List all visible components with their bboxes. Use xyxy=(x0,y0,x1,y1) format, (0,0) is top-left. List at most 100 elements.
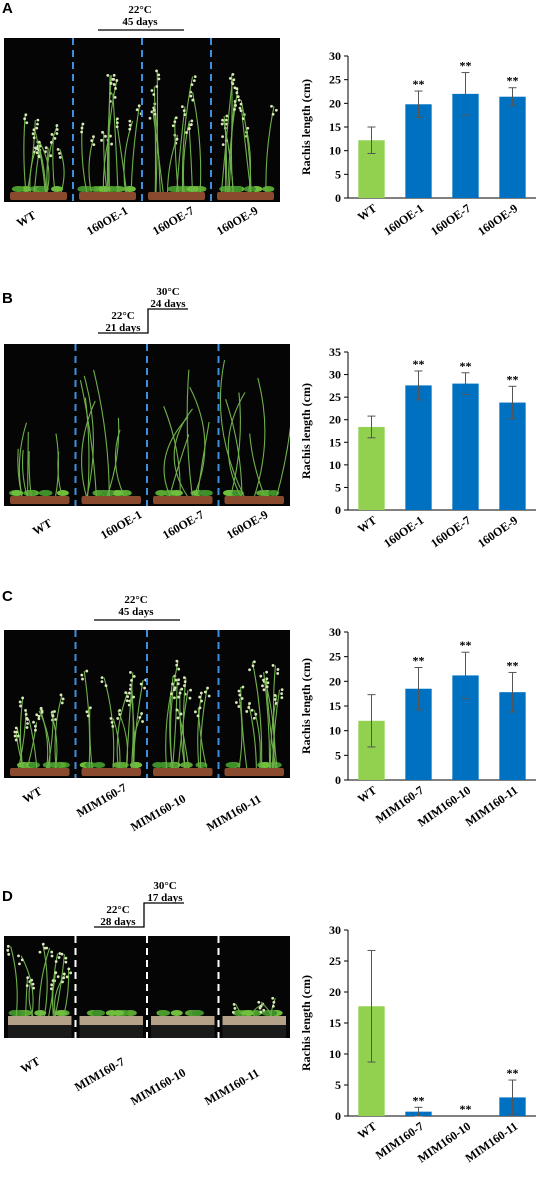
condition-duration: 45 days xyxy=(122,16,158,28)
photo-label: MIM160-7 xyxy=(74,780,129,821)
plant-group xyxy=(79,1010,143,1038)
panel-letter-d: D xyxy=(2,888,13,905)
condition-duration: 21 days xyxy=(105,322,141,334)
x-tick-label: 160OE-7 xyxy=(428,513,473,550)
error-bar xyxy=(461,651,470,700)
photo-label: 160OE-9 xyxy=(224,507,271,543)
significance-label: ** xyxy=(507,372,519,386)
chart-svg: Rachis length (cm) 0 5 10 15 20 25 30 WT ** 160OE-… xyxy=(299,49,536,238)
error-bar xyxy=(367,949,376,1063)
error-bar xyxy=(367,126,376,155)
significance-label: ** xyxy=(507,1066,519,1080)
y-tick-label: 15 xyxy=(329,435,341,449)
y-tick-label: 35 xyxy=(329,345,341,359)
x-tick-label: 160OE-1 xyxy=(381,201,426,238)
condition-temp: 22°C xyxy=(111,310,135,322)
chart-svg: Rachis length (cm) 0 5 10 15 20 25 30 WT ** MIM160… xyxy=(299,923,536,1166)
y-tick-label: 25 xyxy=(329,390,341,404)
y-axis-label: Rachis length (cm) xyxy=(299,79,313,175)
photo-label: MIM160-10 xyxy=(128,791,189,835)
photo-label: MIM160-11 xyxy=(202,1065,262,1109)
bar-chart-a: Rachis length (cm) 0 5 10 15 20 25 30 WT ** 160OE-… xyxy=(296,44,546,254)
error-bar xyxy=(508,385,517,420)
chart-svg: Rachis length (cm) 0 5 10 15 20 25 30 WT ** MIM160… xyxy=(299,625,536,830)
photo-drawing xyxy=(6,936,286,1038)
plant-group xyxy=(8,422,70,504)
condition-temp: 30°C xyxy=(153,880,177,892)
error-bar xyxy=(367,694,376,748)
y-tick-label: 25 xyxy=(329,954,341,968)
error-bar xyxy=(414,370,423,401)
significance-label: ** xyxy=(507,658,519,672)
y-tick-label: 5 xyxy=(335,480,341,494)
y-tick-label: 0 xyxy=(335,1109,341,1123)
condition-temp: 22°C xyxy=(128,4,152,16)
significance-label: ** xyxy=(460,59,472,73)
y-tick-label: 10 xyxy=(329,1047,341,1061)
condition-duration: 24 days xyxy=(150,298,186,310)
bar xyxy=(452,383,479,510)
significance-label: ** xyxy=(413,77,425,91)
error-bar xyxy=(508,87,517,107)
photo-drawing xyxy=(8,344,290,506)
plant-group xyxy=(10,113,67,200)
plant-group xyxy=(79,669,148,776)
condition-label-d-stage1: 22°C 28 days xyxy=(92,904,144,928)
y-tick-label: 5 xyxy=(335,167,341,181)
photo-label: 160OE-1 xyxy=(84,203,131,239)
error-bar xyxy=(508,1079,517,1116)
photo-label: 160OE-7 xyxy=(150,203,197,239)
condition-line-c xyxy=(94,619,180,621)
plant-group xyxy=(219,359,290,504)
y-axis-label: Rachis length (cm) xyxy=(299,658,313,754)
significance-label: ** xyxy=(413,1093,425,1107)
x-tick-label: 160OE-9 xyxy=(475,201,520,238)
photo-label: WT xyxy=(30,515,55,539)
plant-group xyxy=(6,942,73,1038)
condition-step-line-b xyxy=(98,308,188,334)
bar xyxy=(499,402,526,510)
y-tick-label: 0 xyxy=(335,773,341,787)
y-tick-label: 30 xyxy=(329,368,341,382)
photo-drawing xyxy=(10,630,284,778)
significance-label: ** xyxy=(460,359,472,373)
condition-temp: 30°C xyxy=(156,286,180,298)
y-tick-label: 5 xyxy=(335,1078,341,1092)
condition-line-a xyxy=(98,29,184,31)
error-bar xyxy=(461,372,470,395)
plant-group xyxy=(153,369,213,504)
significance-label: ** xyxy=(413,357,425,371)
condition-label-b-stage2: 30°C 24 days xyxy=(144,286,192,310)
plant-group xyxy=(10,693,70,776)
y-tick-label: 20 xyxy=(329,674,341,688)
y-tick-label: 10 xyxy=(329,724,341,738)
panel-letter-b: B xyxy=(2,290,13,307)
condition-duration: 17 days xyxy=(147,892,183,904)
bar-chart-c: Rachis length (cm) 0 5 10 15 20 25 30 WT ** MIM160… xyxy=(296,620,546,860)
y-tick-label: 0 xyxy=(335,191,341,205)
y-tick-label: 30 xyxy=(329,923,341,937)
panel-letter-a: A xyxy=(2,0,13,17)
plant-group xyxy=(151,1010,215,1038)
photo-label: 160OE-9 xyxy=(214,203,261,239)
photo-label: WT xyxy=(20,783,45,807)
y-tick-label: 0 xyxy=(335,503,341,517)
bar xyxy=(358,426,385,510)
y-tick-label: 20 xyxy=(329,96,341,110)
plant-photo-c xyxy=(4,630,290,778)
error-bar xyxy=(461,72,470,116)
error-bar xyxy=(508,671,517,713)
photo-label: 160OE-7 xyxy=(160,507,207,543)
y-tick-label: 25 xyxy=(329,650,341,664)
y-tick-label: 15 xyxy=(329,120,341,134)
condition-label-c: 22°C 45 days xyxy=(94,594,178,618)
bar xyxy=(499,96,526,198)
plant-photo-a xyxy=(4,38,280,202)
photo-label: WT xyxy=(14,207,39,231)
condition-step-line-d xyxy=(94,902,184,928)
plant-group xyxy=(224,660,284,776)
bar-chart-b: Rachis length (cm) 0 5 10 15 20 25 30 35 WT ** 160O… xyxy=(296,342,546,560)
bar xyxy=(405,385,432,510)
error-bar xyxy=(414,90,423,119)
x-tick-label: WT xyxy=(355,1119,379,1142)
